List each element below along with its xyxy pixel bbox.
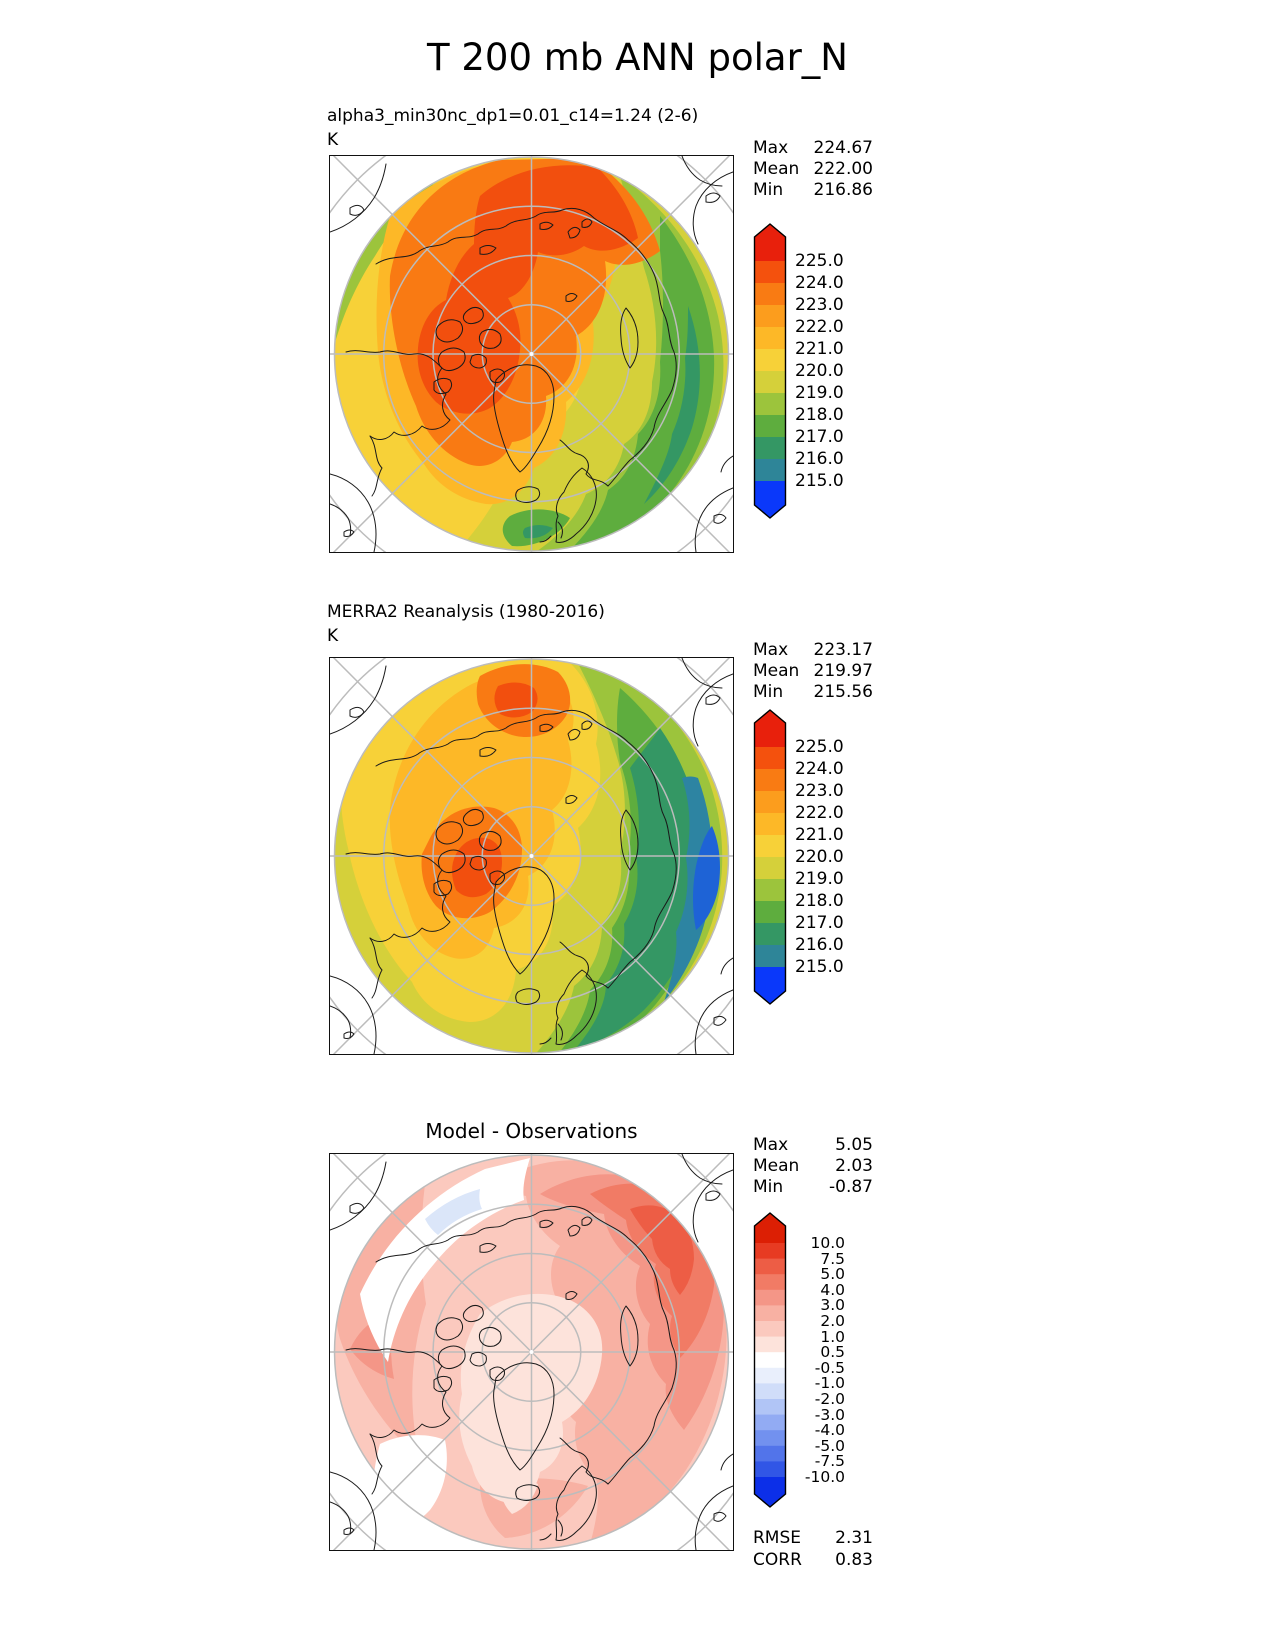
stat-label: Mean (753, 1156, 800, 1176)
stat-row: Min 216.86 (753, 180, 873, 201)
colorbar-tick-label: 3.0 (820, 1296, 845, 1315)
stat-row: Min 215.56 (753, 682, 873, 703)
map-diff (329, 1153, 734, 1551)
colorbar-tick-label: 225.0 (795, 251, 844, 271)
stats-model: Max 224.67 Mean 222.00 Min 216.86 (753, 138, 873, 201)
map-merra2 (329, 657, 734, 1055)
colorbar-tick-label: 224.0 (795, 273, 844, 293)
panel1-units: K (327, 130, 339, 150)
colorbar-tick-label: -7.5 (814, 1452, 845, 1471)
stat-value: 2.31 (835, 1528, 873, 1548)
stat-label: Min (753, 180, 784, 200)
colorbar-svg (753, 223, 787, 519)
colorbar-tick-label: 221.0 (795, 825, 844, 845)
colorbar-tick-label: 220.0 (795, 847, 844, 867)
colorbar-tick-label: -4.0 (814, 1421, 845, 1440)
colorbar-tick-label: 224.0 (795, 759, 844, 779)
colorbar-tick-label: 217.0 (795, 427, 844, 447)
colorbar-tick-label: 4.0 (820, 1280, 845, 1299)
colorbar-svg (753, 1212, 787, 1508)
colorbar-tick-label: -10.0 (804, 1468, 845, 1486)
map-diff-canvas (330, 1154, 733, 1550)
stat-label: RMSE (753, 1528, 802, 1548)
colorbar-tick-label: 223.0 (795, 295, 844, 315)
map-model-canvas (330, 156, 733, 552)
colorbar-tick-label: 225.0 (795, 737, 844, 757)
colorbar-tick-label: -3.0 (814, 1405, 845, 1424)
stat-label: Mean (753, 159, 800, 179)
panel2-units: K (327, 626, 339, 646)
pole-marker (529, 352, 534, 356)
stat-row: RMSE 2.31 (753, 1527, 873, 1549)
stat-label: Max (753, 640, 789, 660)
colorbar-tick-label: -2.0 (814, 1390, 845, 1408)
stats-merra2: Max 223.17 Mean 219.97 Min 215.56 (753, 640, 873, 703)
colorbar-tick-label: 216.0 (795, 935, 844, 955)
stat-row: Max 5.05 (753, 1135, 873, 1156)
panel3-title: Model - Observations (425, 1119, 638, 1143)
colorbar-tick-label: 7.5 (820, 1249, 845, 1268)
stat-value: 219.97 (813, 661, 873, 681)
pole-marker (529, 1350, 534, 1354)
figure-title: T 200 mb ANN polar_N (427, 36, 848, 79)
stat-row: Min -0.87 (753, 1177, 873, 1198)
stat-row: Max 224.67 (753, 138, 873, 159)
colorbar-tick-label: 5.0 (820, 1265, 845, 1284)
colorbar-svg (753, 709, 787, 1005)
colorbar-tick-label: 219.0 (795, 869, 844, 889)
colorbar-tick-label: 2.0 (820, 1312, 845, 1330)
stat-label: Max (753, 1135, 789, 1155)
colorbar-tick-label: 1.0 (820, 1327, 845, 1346)
stat-label: Max (753, 138, 789, 158)
stat-label: CORR (753, 1550, 802, 1570)
colorbar-tick-label: 215.0 (795, 957, 844, 977)
pole-marker (529, 854, 534, 858)
stats-diff-extra: RMSE 2.31 CORR 0.83 (753, 1527, 873, 1571)
stat-label: Min (753, 1177, 784, 1197)
colorbar-tick-label: 221.0 (795, 339, 844, 359)
stat-value: 215.56 (813, 682, 873, 702)
stat-row: Mean 219.97 (753, 661, 873, 682)
stats-diff: Max 5.05 Mean 2.03 Min -0.87 (753, 1135, 873, 1198)
colorbar-tick-label: 218.0 (795, 891, 844, 911)
colorbar-tick-label: 222.0 (795, 803, 844, 823)
stat-label: Min (753, 682, 784, 702)
colorbar-tick-label: -1.0 (814, 1374, 845, 1393)
colorbar-tick-label: 0.5 (820, 1343, 845, 1362)
stat-row: CORR 0.83 (753, 1549, 873, 1571)
stat-value: 0.83 (835, 1550, 873, 1570)
stat-row: Max 223.17 (753, 640, 873, 661)
colorbar-tick-label: 222.0 (795, 317, 844, 337)
colorbar-tick-label: 218.0 (795, 405, 844, 425)
map-merra2-canvas (330, 658, 733, 1054)
colorbar-tick-label: 215.0 (795, 471, 844, 491)
map-model (329, 155, 734, 553)
colorbar-tick-label: 219.0 (795, 383, 844, 403)
panel1-title: alpha3_min30nc_dp1=0.01_c14=1.24 (2-6) (327, 106, 699, 126)
panel2-title: MERRA2 Reanalysis (1980-2016) (327, 602, 605, 622)
colorbar-tick-label: 223.0 (795, 781, 844, 801)
colorbar-tick-label: 10.0 (810, 1234, 845, 1252)
colorbar-merra2: 225.0 224.0 223.0 222.0 221.0 220.0 219.0 218.0… (753, 708, 873, 1010)
stat-value: 5.05 (835, 1135, 873, 1155)
colorbar-tick-label: -0.5 (814, 1358, 845, 1377)
stat-value: 2.03 (835, 1156, 873, 1176)
stat-row: Mean 2.03 (753, 1156, 873, 1177)
stat-value: 224.67 (813, 138, 873, 158)
stat-value: -0.87 (829, 1177, 873, 1197)
colorbar-diff: 10.0 7.5 5.0 4.0 3.0 2.0 1.0 0.5 -0.5 -1.0 -2.0 -3.… (753, 1211, 873, 1513)
colorbar-tick-label: 216.0 (795, 449, 844, 469)
stat-value: 216.86 (813, 180, 873, 200)
stat-row: Mean 222.00 (753, 159, 873, 180)
colorbar-tick-label: 217.0 (795, 913, 844, 933)
colorbar-model: 225.0 224.0 223.0 222.0 221.0 220.0 219.0 218.0… (753, 222, 873, 524)
stat-label: Mean (753, 661, 800, 681)
colorbar-tick-label: -5.0 (814, 1436, 845, 1455)
stat-value: 223.17 (813, 640, 873, 660)
stat-value: 222.00 (813, 159, 873, 179)
colorbar-tick-label: 220.0 (795, 361, 844, 381)
